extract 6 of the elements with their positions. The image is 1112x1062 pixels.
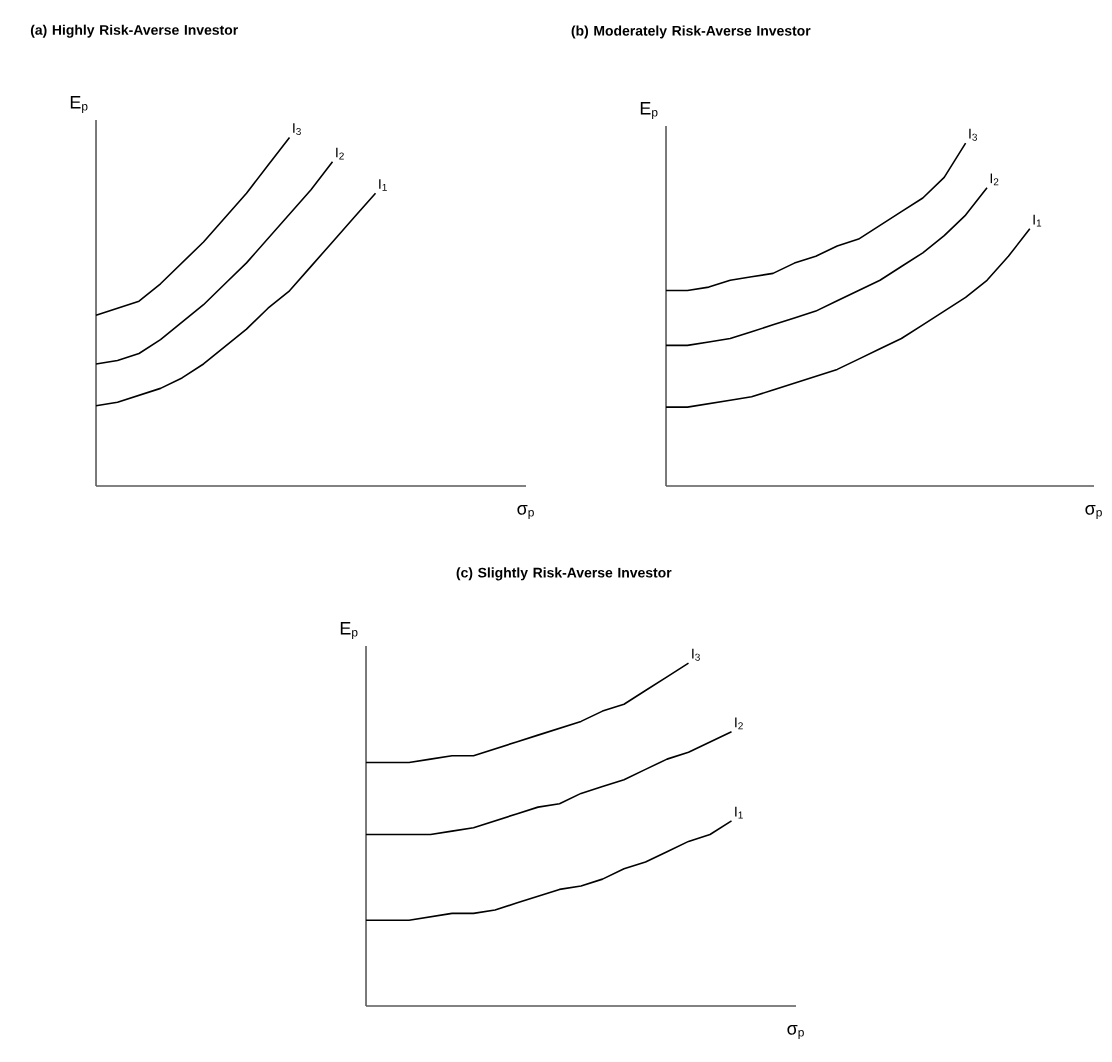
y-axis-title: E$_{p}$: [70, 96, 88, 113]
y-axis-title: E$_{p}$: [340, 622, 358, 639]
x-axis-title: σ$_{p}$: [1085, 505, 1102, 519]
x-axis-title: σ$_{p}$: [517, 505, 534, 519]
x-axis-title: σ$_{p}$: [787, 1025, 804, 1039]
y-axis-title: E$_{p}$: [640, 102, 658, 119]
